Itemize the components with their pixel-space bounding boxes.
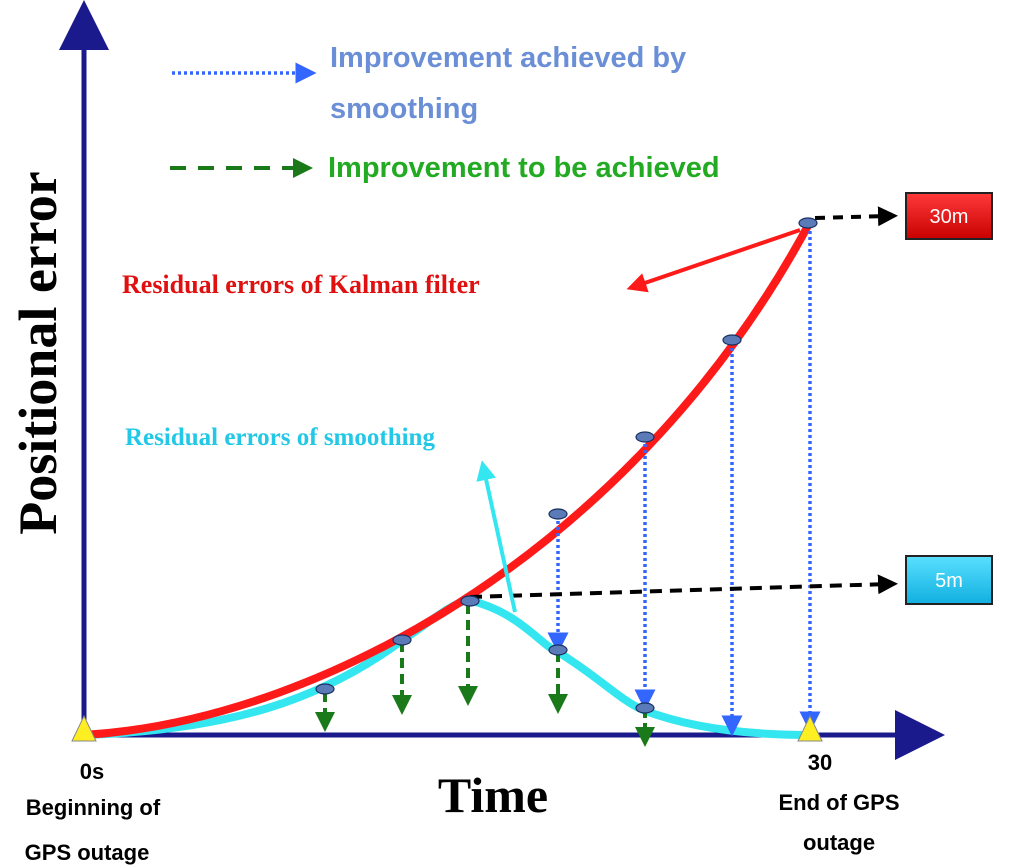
marker (635, 702, 655, 714)
x-start-tick: 0s (80, 759, 104, 784)
value-box-5m (905, 555, 993, 605)
marker (548, 508, 568, 520)
legend-to-be-achieved: Improvement to be achieved (328, 152, 720, 184)
value-box-30m-label: 30m (930, 206, 969, 228)
x-axis-label: Time (438, 767, 548, 823)
y-axis-label: Positional error (8, 171, 68, 534)
start-triangle-marker (71, 714, 97, 742)
smoothing-curve (80, 595, 814, 739)
kalman-curve (80, 218, 814, 739)
end-caption-line2: outage (803, 830, 875, 855)
marker (315, 683, 335, 695)
marker (460, 595, 480, 607)
legend-smoothing-line2: smoothing (330, 93, 478, 125)
legend-smoothing-line1: Improvement achieved by (330, 42, 686, 74)
value-box-5m-label: 5m (935, 570, 963, 592)
kalman-label: Residual errors of Kalman filter (122, 270, 480, 299)
end-caption-line1: End of GPS (779, 790, 900, 815)
x-end-tick: 30 (808, 750, 832, 775)
marker (392, 634, 412, 646)
arrow-to-5m (469, 574, 898, 599)
marker (548, 644, 568, 656)
start-caption-line2: GPS outage (25, 840, 150, 865)
kalman-label-arrow (626, 228, 801, 293)
start-caption-line1: Beginning of (26, 795, 161, 820)
marker (635, 431, 655, 443)
arrow-to-30m (814, 206, 898, 227)
value-box-30m (905, 192, 993, 240)
marker (798, 217, 818, 229)
marker (722, 334, 742, 346)
smoothing-label-arrow (476, 460, 517, 613)
curve-markers (315, 217, 818, 714)
smoothing-label: Residual errors of smoothing (125, 424, 435, 451)
end-triangle-marker (797, 714, 823, 742)
